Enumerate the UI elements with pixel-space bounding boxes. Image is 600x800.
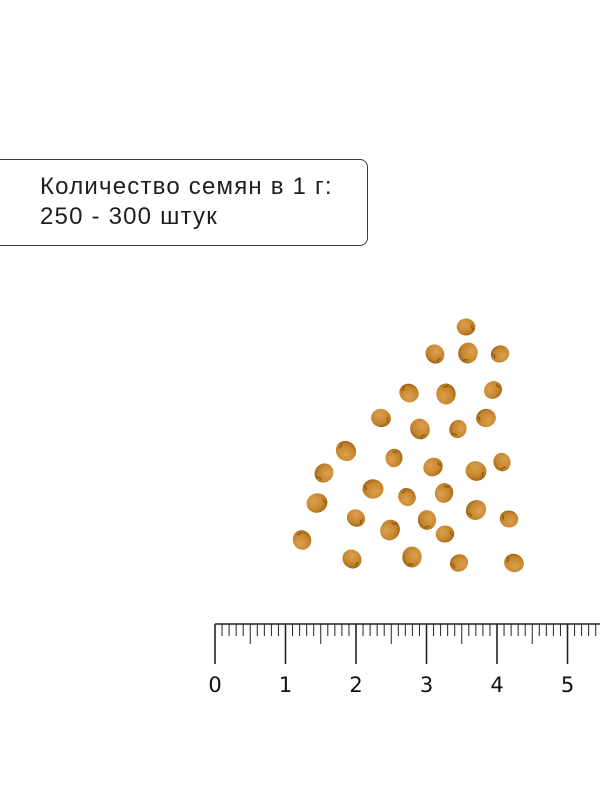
seed — [335, 440, 357, 462]
seed — [425, 344, 445, 364]
seed — [435, 525, 455, 543]
seed-count-value: 250 - 300 штук — [40, 203, 218, 230]
seed — [434, 483, 454, 503]
seed — [465, 461, 487, 481]
ruler-label: 0 — [208, 673, 221, 697]
ruler-label: 3 — [420, 673, 433, 697]
seed — [306, 493, 328, 513]
ruler-label: 4 — [490, 673, 503, 697]
seed — [493, 452, 511, 472]
seed — [484, 381, 502, 399]
seed — [423, 457, 443, 477]
seed — [342, 549, 362, 569]
seed — [490, 345, 510, 363]
seed — [417, 510, 437, 530]
ruler: 0 1 2 3 4 5 — [208, 623, 600, 697]
seed — [449, 419, 467, 439]
seed — [465, 499, 487, 521]
seed — [399, 383, 419, 403]
seed-count-label: Количество семян в 1 г: — [40, 173, 333, 200]
ruler-label: 2 — [349, 673, 362, 697]
seed — [436, 383, 456, 405]
seed — [362, 479, 384, 499]
ruler-label: 1 — [279, 673, 292, 697]
seed — [385, 448, 403, 468]
seed — [456, 318, 476, 336]
seed — [410, 418, 430, 440]
seed — [292, 530, 312, 550]
seed — [346, 509, 366, 527]
seed — [504, 553, 524, 573]
seed — [398, 487, 416, 507]
seed — [402, 546, 422, 568]
seeds-group — [292, 318, 524, 573]
ruler-label: 5 — [561, 673, 574, 697]
seed-count-box — [0, 159, 368, 246]
seed — [371, 408, 391, 428]
seed — [458, 342, 478, 364]
seed — [314, 463, 334, 483]
seed — [499, 510, 519, 528]
seed — [380, 519, 400, 541]
seed — [476, 408, 496, 428]
seed — [449, 554, 469, 572]
